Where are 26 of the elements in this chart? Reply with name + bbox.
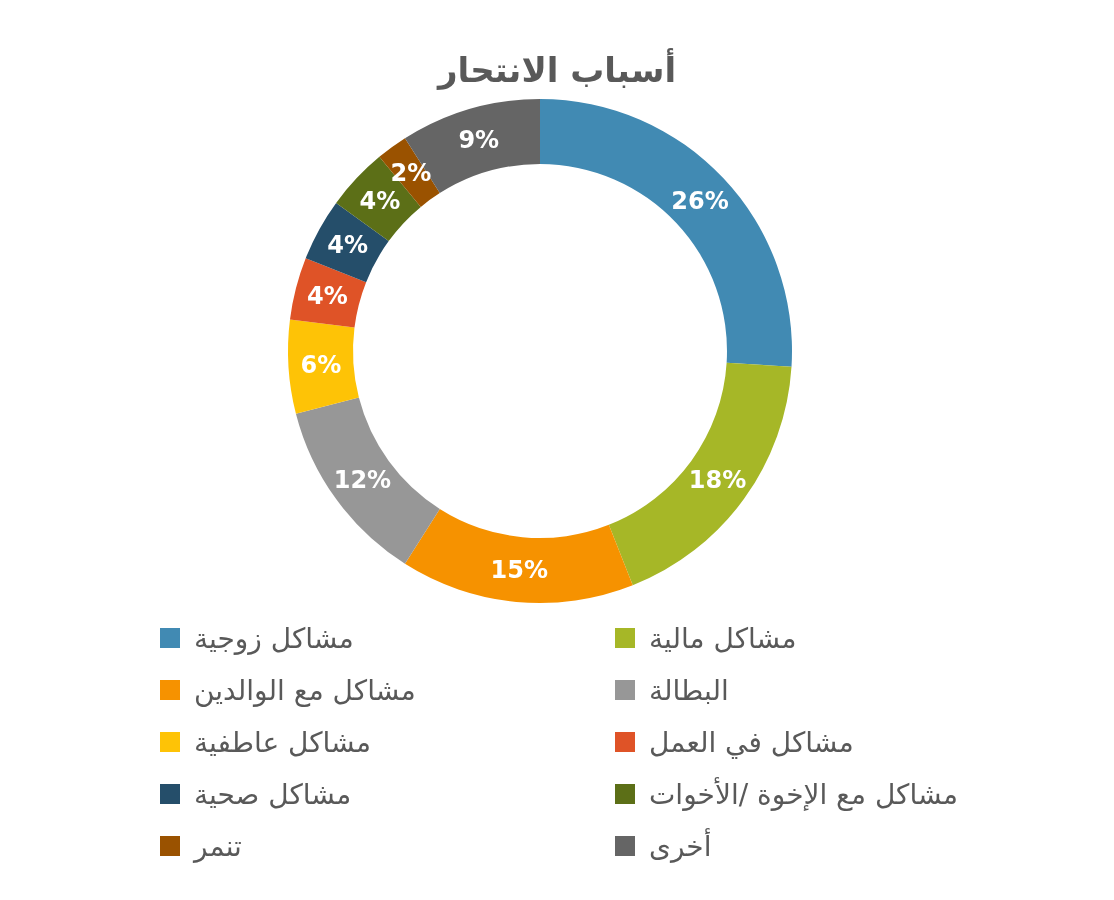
data-label: 6% [300, 350, 342, 379]
donut-slice [540, 99, 792, 367]
legend-label: مشاكل في العمل [649, 725, 854, 759]
data-label: 9% [458, 126, 500, 155]
legend-label: مشاكل زوجية [194, 621, 354, 655]
data-label: 2% [390, 159, 432, 188]
donut-slice [295, 397, 440, 564]
legend-label: مشاكل صحية [194, 777, 352, 811]
data-label: 4% [327, 231, 369, 260]
legend-label: مشاكل عاطفية [194, 725, 372, 759]
data-label: 18% [688, 466, 747, 495]
legend-label: تنمر [194, 829, 242, 863]
legend-label: مشاكل مع الوالدين [194, 673, 416, 707]
donut-slice [608, 362, 792, 586]
donut-slice [404, 508, 633, 603]
data-label: 15% [490, 555, 549, 584]
legend-label: البطالة [649, 673, 729, 707]
data-label: 12% [333, 466, 392, 495]
donut-slice [288, 319, 359, 414]
data-label: 26% [671, 186, 729, 215]
data-label: 4% [307, 282, 348, 311]
chart-title: أسباب الانتحار [435, 48, 677, 90]
legend-label: مشاكل مع الإخوة /الأخوات [649, 777, 958, 811]
data-label: 4% [359, 186, 401, 215]
legend-label: مشاكل مالية [649, 621, 797, 655]
legend-label: أخرى [649, 829, 712, 863]
